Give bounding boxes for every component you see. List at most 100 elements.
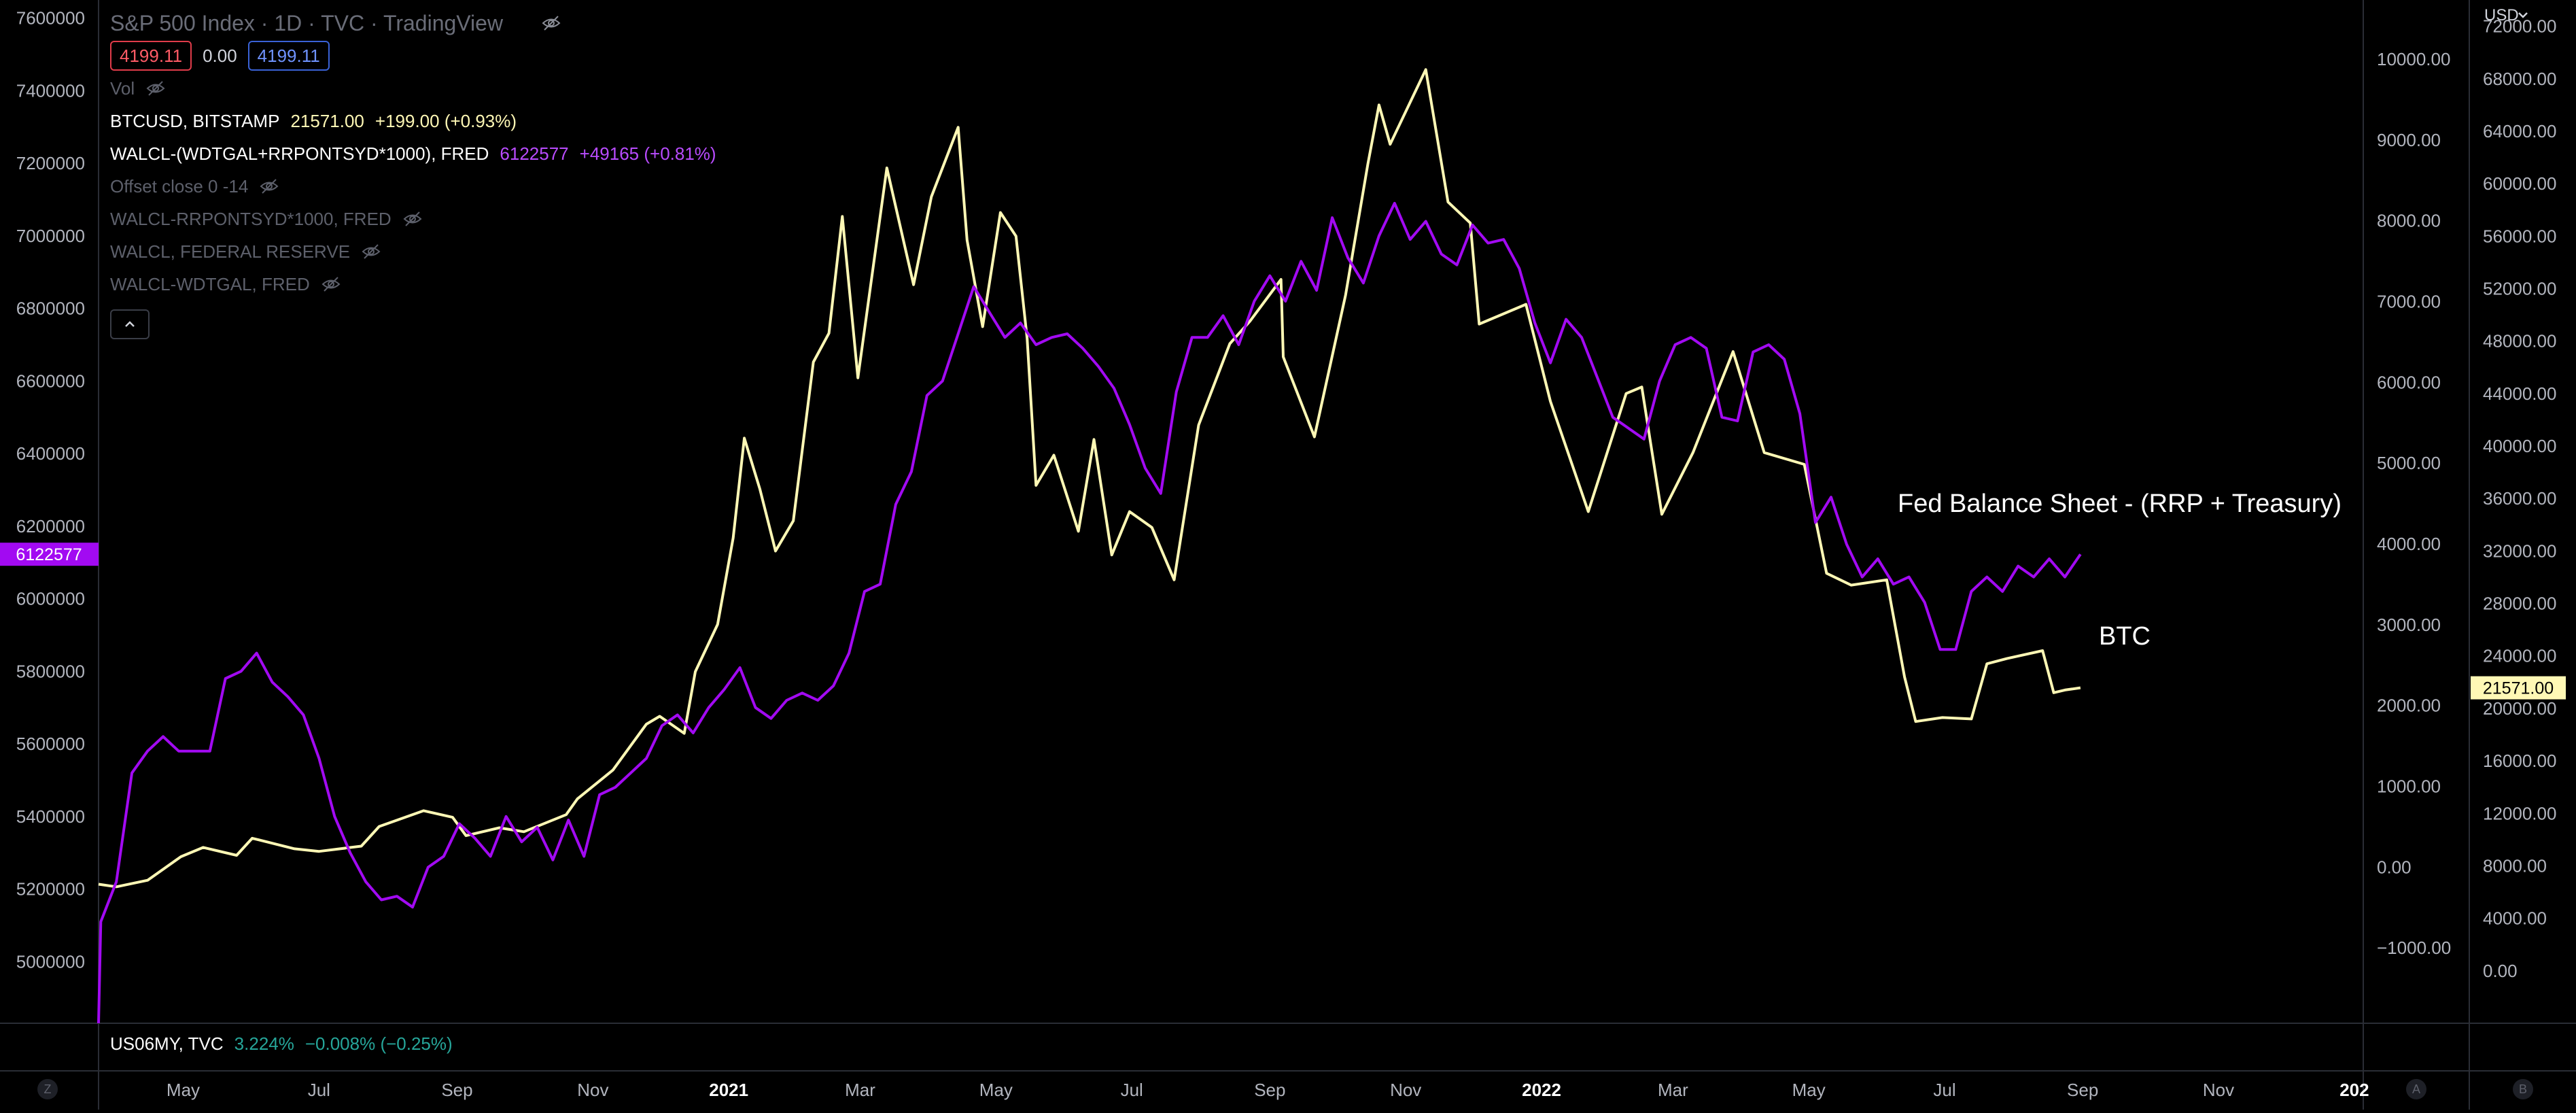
legend-hidden-label[interactable]: WALCL-RRPONTSYD*1000, FRED — [110, 209, 391, 229]
time-axis-tick-label: May — [979, 1080, 1013, 1100]
left-axis-tick-label: 7000000 — [16, 226, 85, 246]
eye-off-icon[interactable] — [541, 13, 561, 33]
main-symbol-row[interactable]: S&P 500 Index · 1D · TVC · TradingView — [110, 7, 716, 39]
mid-axis-tick-label: 3000.00 — [2377, 615, 2441, 635]
main-symbol-title[interactable]: S&P 500 Index · 1D · TVC · TradingView — [110, 11, 504, 35]
mid-axis-tick-label: 0.00 — [2377, 857, 2412, 877]
price-box-close: 4199.11 — [247, 41, 330, 71]
legend-row-fed[interactable]: WALCL-(WDTGAL+RRPONTSYD*1000), FRED 6122… — [110, 137, 716, 170]
right-axis-tick-label: 72000.00 — [2483, 16, 2556, 37]
mid-axis-tick-label: 6000.00 — [2377, 372, 2441, 392]
mid-axis-tick-label: 7000.00 — [2377, 292, 2441, 312]
right-axis-tick-label: 16000.00 — [2483, 751, 2556, 771]
left-axis-tick-label: 5800000 — [16, 661, 85, 681]
eye-off-icon[interactable] — [321, 274, 341, 294]
legend-row-btc[interactable]: BTCUSD, BITSTAMP 21571.00 +199.00 (+0.93… — [110, 105, 716, 137]
price-change: 0.00 — [203, 46, 237, 66]
legend-row-hidden-1[interactable]: WALCL-RRPONTSYD*1000, FRED — [110, 203, 716, 235]
legend-hidden-label[interactable]: WALCL, FEDERAL RESERVE — [110, 241, 351, 262]
right-axis-tick-label: 32000.00 — [2483, 541, 2556, 561]
legend-fed-value: 6122577 — [500, 143, 569, 164]
eye-off-icon[interactable] — [145, 78, 166, 99]
mid-axis-tick-label: 10000.00 — [2377, 49, 2450, 69]
chevron-up-icon — [125, 321, 135, 327]
chevron-down-icon[interactable] — [2518, 12, 2528, 18]
legend-row-hidden-0[interactable]: Offset close 0 -14 — [110, 170, 716, 203]
left-axis-tick-label: 5600000 — [16, 734, 85, 754]
right-axis-tick-label: 40000.00 — [2483, 436, 2556, 456]
right-axis[interactable]: 72000.00 68000.00 64000.00 60000.00 56000.00… — [2483, 16, 2556, 981]
right-axis-tick-label: 12000.00 — [2483, 803, 2556, 823]
time-axis-tick-label: Sep — [441, 1080, 472, 1100]
eye-off-icon[interactable] — [361, 241, 381, 262]
left-axis-tick-label: 5400000 — [16, 806, 85, 827]
mid-axis-tick-label: 2000.00 — [2377, 696, 2441, 716]
left-current-price-label: 6122577 — [16, 545, 82, 564]
bottom-legend-value: 3.224% — [234, 1033, 294, 1054]
left-axis-tick-label: 7200000 — [16, 153, 85, 173]
btc-series-line — [98, 68, 2081, 889]
mid-axis-tick-label: 8000.00 — [2377, 211, 2441, 231]
legend-row-hidden-2[interactable]: WALCL, FEDERAL RESERVE — [110, 235, 716, 268]
time-axis-tick-label: Nov — [577, 1080, 608, 1100]
left-axis-tick-label: 7600000 — [16, 8, 85, 29]
legend-fed-name[interactable]: WALCL-(WDTGAL+RRPONTSYD*1000), FRED — [110, 143, 489, 164]
timezone-button[interactable]: Z — [37, 1079, 58, 1099]
right-axis-tick-label: 8000.00 — [2483, 855, 2547, 876]
annotation-btc: BTC — [2099, 622, 2151, 651]
eye-off-icon[interactable] — [259, 176, 279, 196]
legend-row-vol[interactable]: Vol — [110, 72, 716, 105]
mid-axis-tick-label: 5000.00 — [2377, 453, 2441, 473]
right-axis-tick-label: 28000.00 — [2483, 594, 2556, 614]
legend-vol-label[interactable]: Vol — [110, 78, 135, 99]
right-axis-currency[interactable]: USD — [2484, 6, 2519, 24]
legend-hidden-label[interactable]: WALCL-WDTGAL, FRED — [110, 274, 310, 294]
mid-axis-tick-label: 1000.00 — [2377, 776, 2441, 797]
left-axis-tick-label: 5000000 — [16, 951, 85, 972]
left-axis-tick-label: 5200000 — [16, 879, 85, 900]
left-axis-tick-label: 6600000 — [16, 371, 85, 391]
legend-collapse-button[interactable] — [110, 309, 150, 339]
legend-btc-name[interactable]: BTCUSD, BITSTAMP — [110, 111, 280, 131]
bottom-legend-change: −0.008% (−0.25%) — [304, 1033, 453, 1054]
price-box-open: 4199.11 — [110, 41, 192, 71]
right-axis-tick-label: 0.00 — [2483, 961, 2518, 981]
time-axis-tick-label: Sep — [2067, 1080, 2098, 1100]
left-axis-tick-label: 6400000 — [16, 443, 85, 464]
time-axis-tick-label: Mar — [845, 1080, 875, 1100]
right-axis-tick-label: 64000.00 — [2483, 121, 2556, 141]
left-axis-tick-label: 6800000 — [16, 298, 85, 319]
left-axis[interactable]: 7600000 7400000 7200000 7000000 6800000 66000… — [16, 8, 85, 972]
annotation-fed: Fed Balance Sheet - (RRP + Treasury) — [1898, 490, 2342, 518]
eye-off-icon[interactable] — [402, 209, 423, 229]
current-price-labels: 6122577 21571.00 — [0, 543, 2566, 700]
time-axis-tick-label: Jul — [308, 1080, 330, 1100]
auto-scale-button[interactable]: A — [2406, 1079, 2426, 1099]
right-axis-tick-label: 44000.00 — [2483, 383, 2556, 404]
legend-btc-change: +199.00 (+0.93%) — [375, 111, 517, 131]
scale-b-button[interactable]: B — [2513, 1079, 2533, 1099]
legend-hidden-label[interactable]: Offset close 0 -14 — [110, 176, 249, 196]
legend-row-hidden-3[interactable]: WALCL-WDTGAL, FRED — [110, 268, 716, 301]
mid-axis-tick-label: 4000.00 — [2377, 534, 2441, 554]
mid-axis-tick-label: −1000.00 — [2377, 938, 2451, 958]
legend: S&P 500 Index · 1D · TVC · TradingView 4… — [110, 7, 716, 301]
price-boxes-row: 4199.11 0.00 4199.11 — [110, 39, 716, 72]
right-axis-tick-label: 52000.00 — [2483, 278, 2556, 298]
bottom-legend-name[interactable]: US06MY, TVC — [110, 1033, 224, 1054]
time-axis-tick-label: Mar — [1658, 1080, 1688, 1100]
time-axis-tick-label: Jul — [1121, 1080, 1143, 1100]
time-axis-tick-label: 202 — [2339, 1080, 2369, 1100]
left-current-price-tag — [0, 543, 99, 566]
left-axis-tick-label: 6000000 — [16, 589, 85, 609]
fed-series-line — [97, 201, 2082, 1024]
time-axis[interactable]: May Jul Sep Nov 2021 Mar May Jul Sep Nov 2022 Mar Ma… — [167, 1080, 2369, 1100]
mid-axis-tick-label: 9000.00 — [2377, 130, 2441, 150]
right-axis-tick-label: 68000.00 — [2483, 69, 2556, 89]
bottom-pane-legend[interactable]: US06MY, TVC 3.224% −0.008% (−0.25%) — [110, 1033, 453, 1055]
mid-axis[interactable]: 10000.00 9000.00 8000.00 7000.00 6000.00 5000… — [2377, 49, 2451, 958]
time-axis-tick-label: Jul — [1933, 1080, 1955, 1100]
time-axis-tick-label: 2022 — [1522, 1080, 1561, 1100]
